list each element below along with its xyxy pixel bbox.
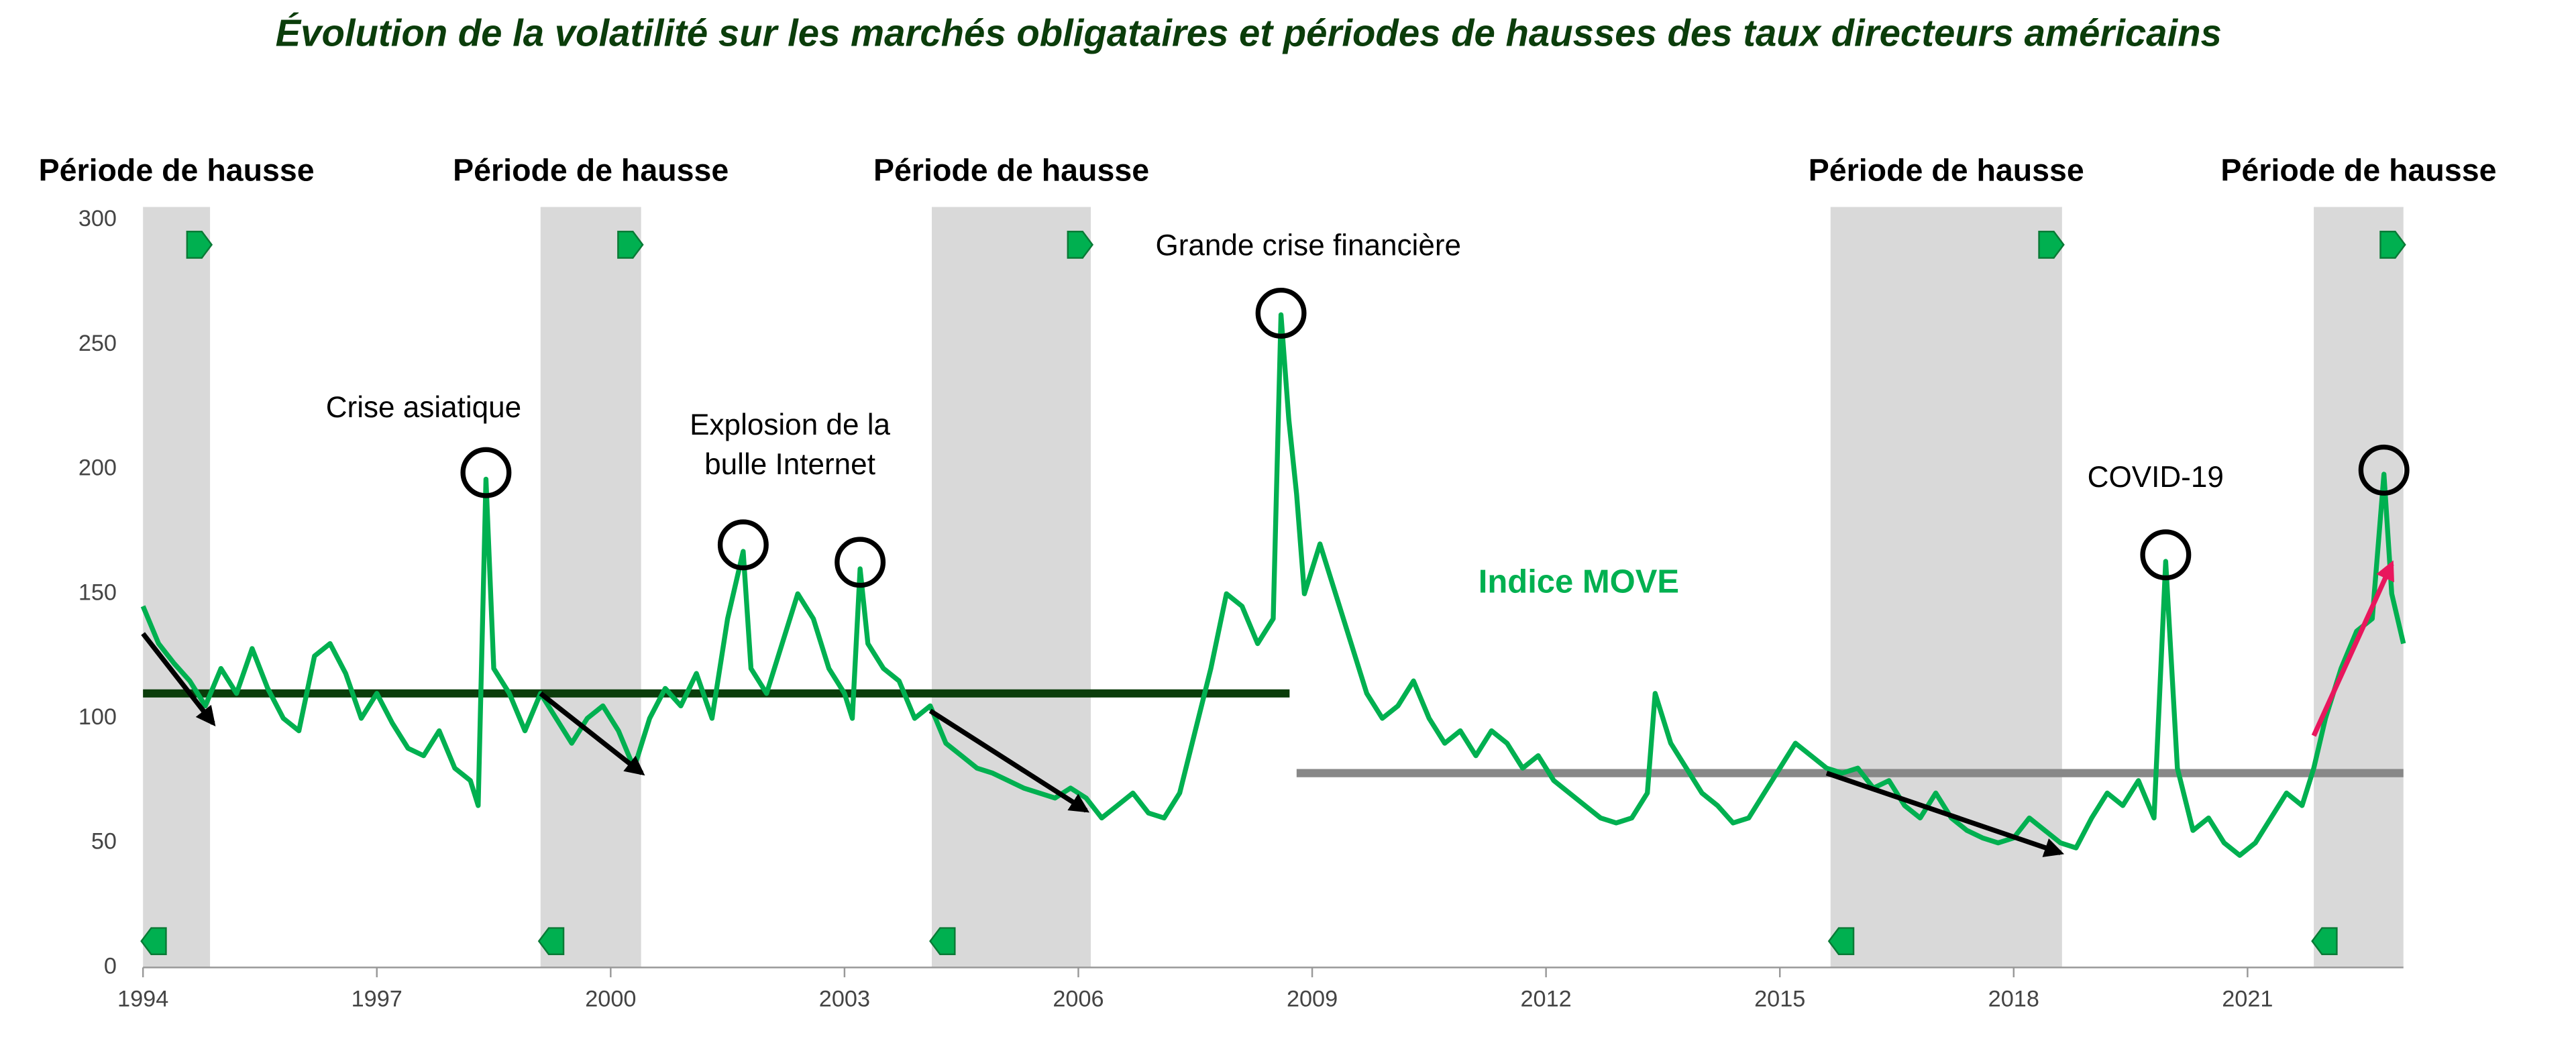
x-tick-label: 2003 <box>819 986 870 1011</box>
period-band <box>932 207 1091 968</box>
trend-arrow <box>539 691 645 776</box>
y-tick-label: 150 <box>78 580 117 605</box>
peak-circle <box>460 447 512 498</box>
x-tick-label: 2009 <box>1287 986 1338 1011</box>
period-end-flag <box>617 231 644 259</box>
annotation: Grande crise financière <box>1155 229 1461 262</box>
peak-circle <box>2358 444 2410 496</box>
y-tick-label: 200 <box>78 455 117 481</box>
period-start-flag <box>1827 927 1855 955</box>
annotation: bulle Internet <box>704 448 875 481</box>
period-label: Période de hausse <box>453 152 729 187</box>
period-band <box>2314 207 2404 968</box>
x-tick-label: 1997 <box>352 986 402 1011</box>
x-tick-label: 2012 <box>1521 986 1572 1011</box>
period-start-flag <box>929 927 956 955</box>
chart-title: Évolution de la volatilité sur les march… <box>276 12 2222 54</box>
period-label: Période de hausse <box>39 152 315 187</box>
period-start-flag <box>537 927 565 955</box>
period-label: Période de hausse <box>2220 152 2496 187</box>
period-end-flag <box>186 231 213 259</box>
period-band <box>540 207 641 968</box>
peak-circle <box>717 519 769 571</box>
y-tick-label: 250 <box>78 331 117 356</box>
series-label: Indice MOVE <box>1479 563 1679 600</box>
y-tick-label: 100 <box>78 704 117 730</box>
peak-circle <box>835 537 886 588</box>
period-start-flag <box>140 927 167 955</box>
trend-arrow <box>1825 771 2065 857</box>
annotation: Crise asiatique <box>326 391 521 424</box>
x-tick-label: 2021 <box>2222 986 2273 1011</box>
trend-arrow <box>2311 560 2394 737</box>
annotation: Explosion de la <box>690 408 890 441</box>
period-end-flag <box>2379 231 2406 259</box>
peak-circle <box>1255 287 1307 339</box>
period-start-flag <box>2311 927 2338 955</box>
period-label: Période de hausse <box>1809 152 2084 187</box>
trend-arrow <box>928 708 1090 813</box>
period-label: Période de hausse <box>873 152 1149 187</box>
y-tick-label: 50 <box>91 829 117 855</box>
y-tick-label: 300 <box>78 206 117 231</box>
period-end-flag <box>1067 231 1094 259</box>
x-tick-label: 2000 <box>585 986 636 1011</box>
x-tick-label: 2006 <box>1053 986 1104 1011</box>
annotation: COVID-19 <box>2088 461 2224 494</box>
x-tick-label: 1994 <box>117 986 168 1011</box>
x-tick-label: 2015 <box>1754 986 1805 1011</box>
peak-circle <box>2140 529 2192 581</box>
period-band <box>1830 207 2062 968</box>
x-tick-label: 2018 <box>1988 986 2039 1011</box>
period-end-flag <box>2038 231 2065 259</box>
y-tick-label: 0 <box>104 953 117 979</box>
period-band <box>143 207 211 968</box>
trend-arrow <box>141 632 216 727</box>
series-line <box>140 312 2406 858</box>
